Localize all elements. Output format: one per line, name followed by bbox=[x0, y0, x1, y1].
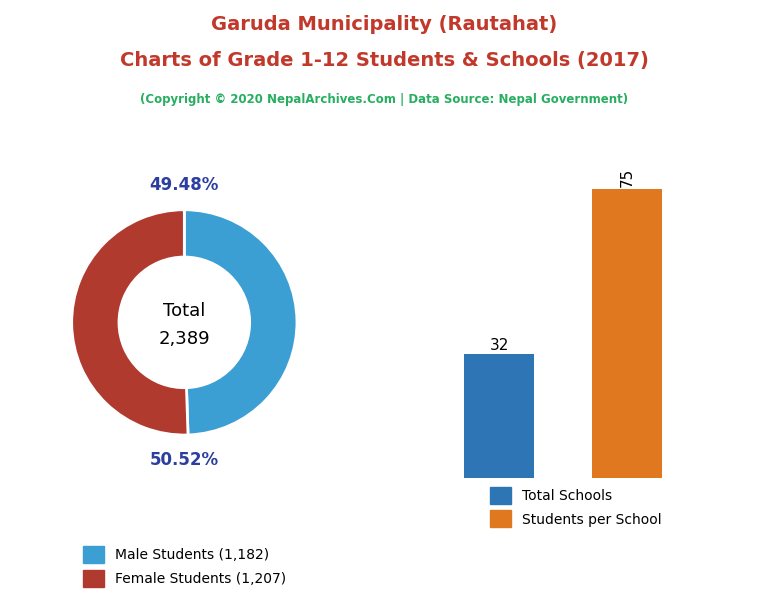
Text: 75: 75 bbox=[620, 168, 634, 187]
Text: (Copyright © 2020 NepalArchives.Com | Data Source: Nepal Government): (Copyright © 2020 NepalArchives.Com | Da… bbox=[140, 93, 628, 106]
Wedge shape bbox=[184, 210, 297, 435]
Legend: Total Schools, Students per School: Total Schools, Students per School bbox=[485, 481, 667, 533]
Bar bbox=[592, 189, 662, 478]
Wedge shape bbox=[71, 210, 188, 435]
Text: Charts of Grade 1-12 Students & Schools (2017): Charts of Grade 1-12 Students & Schools … bbox=[120, 51, 648, 70]
Text: Garuda Municipality (Rautahat): Garuda Municipality (Rautahat) bbox=[211, 15, 557, 34]
Text: 2,389: 2,389 bbox=[158, 330, 210, 348]
Text: 32: 32 bbox=[489, 337, 509, 353]
Text: 49.48%: 49.48% bbox=[150, 176, 219, 194]
Bar bbox=[464, 355, 535, 478]
Legend: Male Students (1,182), Female Students (1,207): Male Students (1,182), Female Students (… bbox=[78, 541, 291, 593]
Text: 50.52%: 50.52% bbox=[150, 451, 219, 469]
Text: Total: Total bbox=[163, 302, 206, 320]
